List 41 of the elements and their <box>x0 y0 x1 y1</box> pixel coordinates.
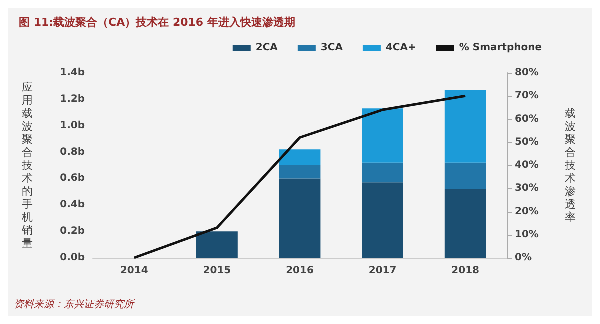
y-tick-label: 1.4b <box>60 68 85 78</box>
legend-label: 2CA <box>256 42 278 54</box>
y-tick-label: 0.4b <box>60 200 85 211</box>
y2-tick-label: 10% <box>515 229 539 240</box>
bar <box>444 90 486 163</box>
x-tick-label: 2017 <box>368 266 397 276</box>
legend-label: 4CA+ <box>386 42 416 54</box>
y2-tick-label: 70% <box>515 90 539 102</box>
y-tick-label: 0.8b <box>60 146 85 158</box>
y2-tick-label: 40% <box>515 160 539 171</box>
y2-tick-label: 60% <box>515 114 539 125</box>
y-tick-label: 1.0b <box>60 120 85 132</box>
legend-label: % Smartphone <box>459 42 542 54</box>
bar <box>362 108 404 163</box>
text: 应用载波聚合技术的手机销量 <box>22 81 33 250</box>
bar <box>444 189 486 258</box>
y2-tick-label: 0% <box>515 252 532 264</box>
y2-tick-label: 30% <box>515 183 539 194</box>
bar <box>362 182 404 258</box>
bar <box>444 162 486 190</box>
bar <box>196 232 238 258</box>
x-tick-label: 2016 <box>286 266 314 276</box>
text: 资料来源：东兴证券研究所 <box>14 298 136 310</box>
line-series <box>133 94 467 260</box>
y-tick-label: 0.6b <box>60 173 85 184</box>
y2-tick-label: 80% <box>515 68 539 78</box>
y-tick-label: 0.2b <box>60 226 85 238</box>
legend-label: 3CA <box>320 42 344 54</box>
y-tick-label: 0.0b <box>60 252 85 264</box>
bar <box>279 150 321 166</box>
bar <box>279 178 321 258</box>
y2-tick-label: 20% <box>515 206 539 218</box>
y-tick-label: 1.2b <box>60 94 85 105</box>
x-tick-label: 2015 <box>203 266 232 276</box>
x-tick-label: 2014 <box>120 266 148 276</box>
bar <box>362 162 404 183</box>
bar <box>279 166 321 179</box>
y2-tick-label: 50% <box>515 136 539 148</box>
text: 载波聚合技术渗透率 <box>565 107 576 224</box>
x-tick-label: 2018 <box>452 266 480 276</box>
chart-title: 图 11:载波聚合（CA）技术在 2016 年进入快速渗透期 <box>19 16 296 29</box>
